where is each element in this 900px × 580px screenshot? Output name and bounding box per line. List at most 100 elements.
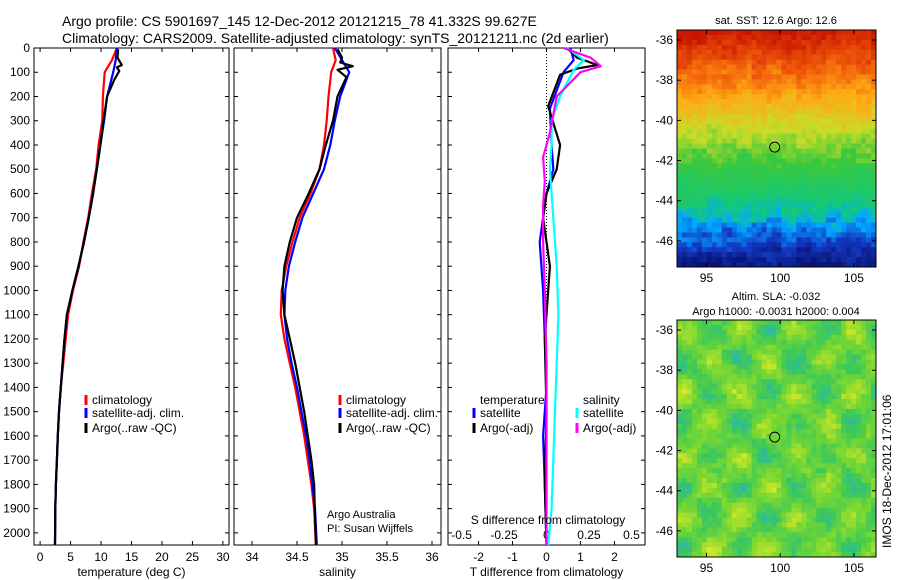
heatmap-cell <box>801 394 807 400</box>
heatmap-cell <box>851 433 857 439</box>
heatmap-cell <box>716 202 723 209</box>
heatmap-cell <box>771 329 777 336</box>
heatmap-cell <box>771 118 777 125</box>
heatmap-cell <box>721 527 728 533</box>
heatmap-cell <box>801 438 807 444</box>
heatmap-cell <box>716 133 723 140</box>
heatmap-cell <box>841 202 847 209</box>
heatmap-cell <box>736 443 743 449</box>
heatmap-cell <box>861 54 867 61</box>
heatmap-cell <box>721 320 728 326</box>
heatmap-cell <box>871 527 877 533</box>
heatmap-cell <box>856 237 862 243</box>
heatmap-cell <box>846 334 852 341</box>
heatmap-cell <box>826 30 832 36</box>
heatmap-cell <box>836 188 842 194</box>
heatmap-cell <box>781 217 787 223</box>
heatmap-cell <box>856 502 862 509</box>
heatmap-cell <box>701 252 708 258</box>
heatmap-cell <box>711 257 718 263</box>
heatmap-cell <box>701 438 708 444</box>
heatmap-cell <box>866 542 872 548</box>
heatmap-cell <box>761 344 767 351</box>
heatmap-cell <box>866 188 872 194</box>
heatmap-cell <box>846 168 852 174</box>
heatmap-cell <box>771 517 777 523</box>
heatmap-cell <box>866 79 872 85</box>
heatmap-cell <box>736 468 743 474</box>
heatmap-cell <box>721 212 728 219</box>
heatmap-cell <box>681 232 688 238</box>
heatmap-cell <box>677 183 683 189</box>
heatmap-cell <box>686 320 693 326</box>
y-tick-label: 1900 <box>3 502 30 516</box>
heatmap-cell <box>766 217 772 223</box>
heatmap-cell <box>781 468 787 474</box>
heatmap-cell <box>677 143 683 149</box>
heatmap-cell <box>861 44 867 51</box>
heatmap-cell <box>831 242 837 248</box>
heatmap-cell <box>811 522 817 528</box>
heatmap-cell <box>866 522 872 528</box>
heatmap-cell <box>741 482 748 489</box>
legend-s-satellite-label: satellite <box>583 406 624 420</box>
heatmap-cell <box>821 497 827 504</box>
heatmap-cell <box>771 334 777 341</box>
heatmap-cell <box>701 257 708 263</box>
heatmap-cell <box>776 74 782 80</box>
heatmap-cell <box>731 64 738 70</box>
heatmap-cell <box>751 257 758 263</box>
heatmap-cell <box>677 207 683 214</box>
heatmap-cell <box>811 394 817 400</box>
heatmap-cell <box>696 384 703 390</box>
heatmap-cell <box>856 354 862 360</box>
heatmap-cell <box>716 497 723 504</box>
heatmap-cell <box>756 118 762 125</box>
heatmap-cell <box>796 497 802 504</box>
heatmap-cell <box>771 359 777 365</box>
series-line-t-satellite <box>538 47 575 546</box>
heatmap-cell <box>806 212 812 219</box>
heatmap-cell <box>811 188 817 194</box>
heatmap-cell <box>677 384 683 390</box>
heatmap-cell <box>756 217 762 223</box>
top-tick-label: 0.25 <box>577 528 601 542</box>
heatmap-cell <box>841 339 847 346</box>
heatmap-cell <box>856 473 862 479</box>
heatmap-cell <box>856 399 862 405</box>
heatmap-cell <box>686 517 693 523</box>
heatmap-cell <box>696 359 703 365</box>
heatmap-cell <box>806 458 812 464</box>
heatmap-cell <box>746 178 753 184</box>
heatmap-cell <box>681 49 688 56</box>
heatmap-cell <box>751 217 758 223</box>
heatmap-cell <box>861 458 867 464</box>
heatmap-cell <box>811 64 817 70</box>
heatmap-cell <box>716 39 723 46</box>
heatmap-cell <box>816 507 822 513</box>
heatmap-cell <box>706 202 713 209</box>
heatmap-cell <box>736 339 743 346</box>
heatmap-cell <box>826 202 832 209</box>
heatmap-cell <box>766 69 772 75</box>
heatmap-cell <box>801 227 807 233</box>
heatmap-cell <box>677 84 683 90</box>
heatmap-cell <box>851 44 857 51</box>
heatmap-cell <box>796 384 802 390</box>
heatmap-cell <box>681 237 688 243</box>
heatmap-cell <box>801 202 807 209</box>
heatmap-cell <box>871 552 877 558</box>
heatmap-cell <box>806 44 812 51</box>
heatmap-cell <box>866 39 872 46</box>
heatmap-cell <box>786 339 792 346</box>
heatmap-cell <box>677 99 683 105</box>
heatmap-cell <box>806 94 812 100</box>
heatmap-cell <box>736 418 743 425</box>
heatmap-cell <box>746 384 753 390</box>
heatmap-cell <box>856 183 862 189</box>
heatmap-cell <box>751 207 758 214</box>
heatmap-cell <box>851 418 857 425</box>
heatmap-cell <box>801 359 807 365</box>
heatmap-cell <box>796 138 802 144</box>
heatmap-cell <box>677 482 683 489</box>
